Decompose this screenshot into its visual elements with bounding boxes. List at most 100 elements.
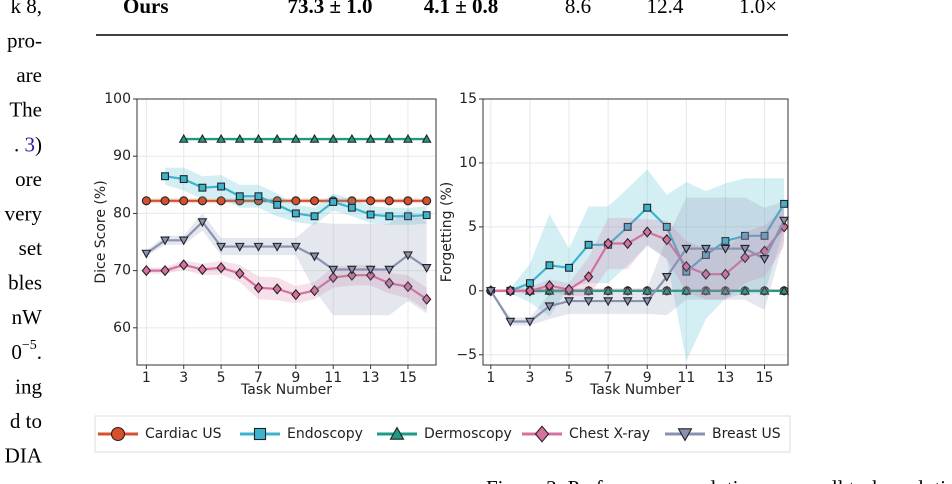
- y-tick-label: 100: [104, 91, 131, 107]
- marker: [384, 196, 394, 206]
- text-span: .: [14, 132, 25, 156]
- marker: [534, 425, 550, 443]
- marker: [681, 244, 692, 254]
- marker: [720, 268, 731, 280]
- marker: [291, 209, 300, 218]
- marker: [564, 297, 574, 307]
- figure-caption: Figure 3: Performance evolution across a…: [486, 476, 952, 484]
- body-text-line: bles: [8, 271, 42, 295]
- body-text-line: 0−5.: [11, 338, 42, 364]
- marker: [720, 285, 731, 295]
- marker: [291, 288, 301, 301]
- text-span: 0: [11, 340, 22, 364]
- marker: [741, 231, 749, 240]
- y-tick-label: 70: [113, 263, 131, 279]
- marker: [779, 285, 790, 295]
- marker: [141, 196, 151, 206]
- text-span: −5: [22, 338, 37, 353]
- marker: [505, 317, 516, 327]
- body-text-line: nW: [12, 305, 43, 329]
- x-tick-label: 15: [756, 370, 774, 386]
- marker: [290, 242, 301, 252]
- marker: [347, 269, 357, 281]
- marker: [216, 262, 226, 274]
- marker: [272, 133, 283, 143]
- marker: [642, 226, 652, 238]
- error-band: [490, 207, 785, 300]
- marker: [505, 285, 516, 297]
- marker: [253, 427, 267, 441]
- y-tick-label: 5: [468, 219, 477, 235]
- marker: [524, 317, 535, 327]
- x-tick-label: 1: [486, 370, 495, 386]
- marker: [309, 252, 320, 262]
- marker: [421, 133, 432, 143]
- marker: [346, 133, 357, 143]
- x-tick-label: 3: [179, 370, 188, 386]
- marker: [291, 196, 301, 206]
- marker: [197, 263, 208, 276]
- series-line: [490, 226, 785, 292]
- marker: [253, 133, 264, 143]
- x-tick-label: 9: [291, 370, 300, 386]
- marker: [642, 297, 653, 307]
- marker: [700, 244, 711, 254]
- x-tick-label: 11: [677, 370, 695, 386]
- marker: [110, 426, 126, 442]
- x-tick-label: 11: [324, 370, 342, 386]
- marker: [485, 287, 496, 296]
- marker: [565, 263, 573, 272]
- marker: [662, 222, 671, 231]
- marker: [365, 269, 376, 281]
- marker: [197, 196, 207, 206]
- marker: [740, 251, 750, 264]
- marker: [216, 242, 227, 252]
- marker: [273, 200, 282, 209]
- body-text-line: d to: [10, 409, 42, 433]
- marker: [235, 267, 245, 280]
- marker: [403, 196, 413, 206]
- y-tick-label: 0: [468, 283, 477, 299]
- legend-label: Endoscopy: [287, 426, 363, 442]
- marker: [603, 285, 614, 295]
- marker: [603, 297, 614, 307]
- marker: [385, 212, 394, 221]
- x-axis-label: Task Number: [240, 382, 332, 398]
- marker: [179, 175, 188, 184]
- text-span: .: [37, 340, 42, 364]
- marker: [160, 196, 170, 206]
- body-text-line: . 3): [14, 132, 42, 156]
- marker: [366, 196, 376, 206]
- y-tick-label: 60: [113, 320, 131, 336]
- marker: [740, 244, 750, 254]
- table-cell: 73.3 ± 1.0: [287, 0, 372, 18]
- body-text-line: ore: [15, 167, 42, 191]
- y-axis-label: Dice Score (%): [93, 180, 109, 283]
- marker: [544, 280, 555, 292]
- marker: [198, 183, 207, 192]
- body-text-line: The: [9, 98, 42, 122]
- error-band: [146, 209, 427, 316]
- body-text-line: ing: [15, 374, 42, 398]
- table-cell: 4.1 ± 0.8: [424, 0, 499, 18]
- x-tick-label: 1: [142, 370, 151, 386]
- marker: [583, 297, 594, 307]
- marker: [161, 172, 169, 181]
- marker: [681, 260, 692, 273]
- marker: [584, 240, 593, 249]
- marker: [404, 212, 412, 221]
- y-axis-label: Forgetting (%): [439, 182, 455, 282]
- marker: [235, 192, 244, 201]
- marker: [759, 255, 770, 264]
- marker: [721, 237, 730, 245]
- marker: [290, 133, 301, 143]
- marker: [403, 280, 413, 293]
- x-tick-label: 7: [254, 370, 263, 386]
- marker: [384, 277, 394, 289]
- error-band: [510, 169, 785, 362]
- y-tick-label: −5: [456, 347, 477, 363]
- marker: [197, 218, 208, 228]
- marker: [422, 196, 432, 206]
